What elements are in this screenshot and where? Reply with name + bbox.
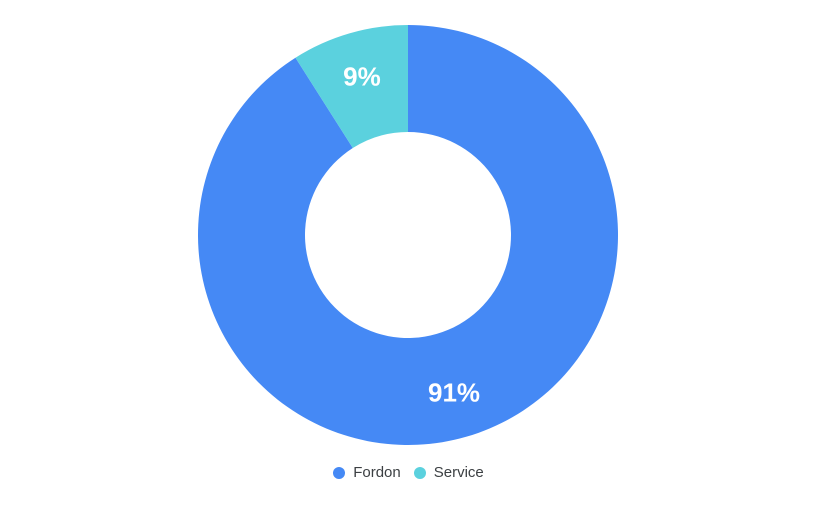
legend: Fordon Service	[0, 464, 817, 481]
legend-item-fordon: Fordon	[333, 464, 401, 481]
slice-service[interactable]	[295, 25, 408, 149]
legend-swatch	[333, 466, 346, 479]
slice-fordon[interactable]	[198, 25, 619, 445]
legend-item-service: Service	[413, 464, 484, 481]
legend-label: Service	[433, 464, 484, 481]
legend-swatch	[413, 466, 426, 479]
legend-label: Fordon	[353, 464, 401, 481]
